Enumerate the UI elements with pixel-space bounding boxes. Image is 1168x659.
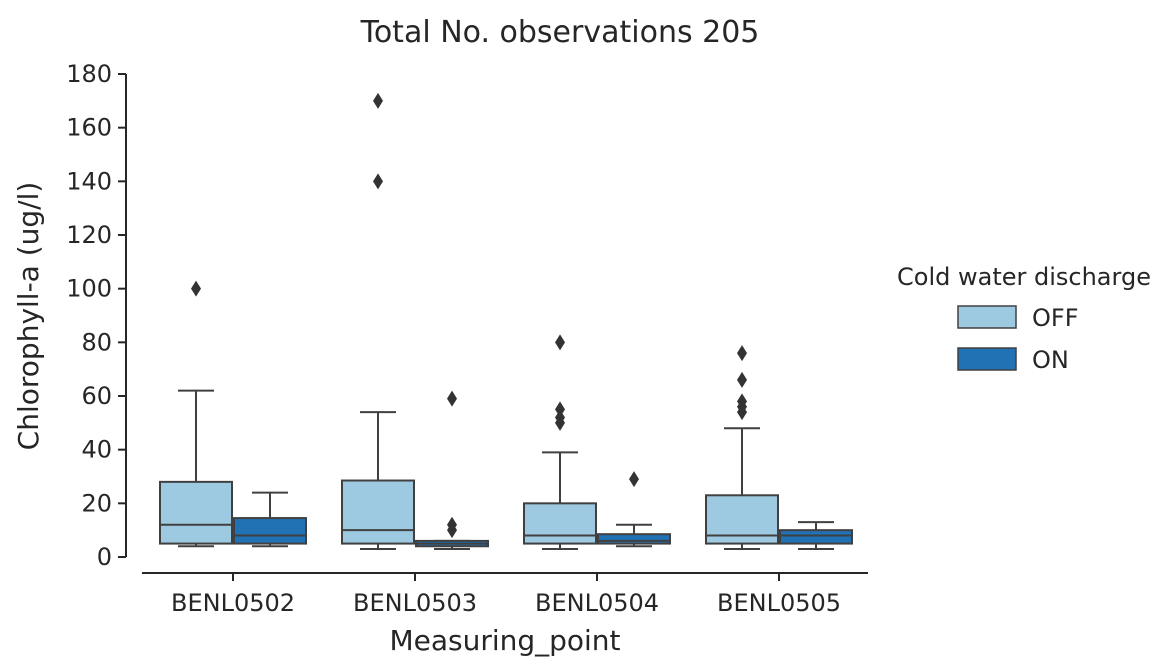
y-tick-label: 60 bbox=[81, 382, 112, 410]
box-off bbox=[159, 280, 233, 548]
outlier-point bbox=[737, 393, 747, 410]
y-tick-label: 40 bbox=[81, 436, 112, 464]
x-axis: BENL0502 BENL0503 BENL0504 BENL0505 bbox=[142, 572, 868, 617]
x-tick-label: BENL0504 bbox=[535, 589, 659, 617]
y-tick-label: 80 bbox=[81, 328, 112, 356]
x-axis-label: Measuring_point bbox=[389, 624, 620, 657]
x-tick-label: BENL0503 bbox=[353, 589, 477, 617]
y-tick-label: 140 bbox=[66, 167, 112, 195]
box-off bbox=[341, 92, 415, 550]
iqr-box bbox=[341, 479, 415, 545]
x-tick-label: BENL0502 bbox=[171, 589, 295, 617]
iqr-box bbox=[779, 529, 853, 545]
outlier-point bbox=[555, 409, 565, 426]
outlier-point bbox=[629, 471, 639, 488]
plot-area bbox=[159, 92, 853, 550]
outlier-point bbox=[373, 173, 383, 190]
y-axis: 0 20 40 60 80 100 120 140 160 180 bbox=[66, 60, 127, 571]
outlier-point bbox=[555, 334, 565, 351]
iqr-box bbox=[233, 517, 307, 545]
legend-swatch-off bbox=[957, 305, 1017, 329]
legend-label-off: OFF bbox=[1032, 304, 1079, 332]
box-on bbox=[233, 491, 307, 548]
chart-title: Total No. observations 205 bbox=[360, 15, 760, 50]
legend: Cold water discharge OFF ON bbox=[897, 263, 1151, 374]
y-tick-label: 160 bbox=[66, 114, 112, 142]
x-tick-label: BENL0505 bbox=[717, 589, 841, 617]
y-axis-label: Chlorophyll-a (ug/l) bbox=[12, 182, 45, 451]
outlier-point bbox=[373, 92, 383, 109]
box-off bbox=[523, 334, 597, 550]
legend-swatch-on bbox=[957, 347, 1017, 371]
box-on bbox=[415, 390, 489, 550]
y-tick-label: 120 bbox=[66, 221, 112, 249]
legend-title: Cold water discharge bbox=[897, 263, 1151, 291]
iqr-box bbox=[159, 480, 233, 545]
outlier-point bbox=[191, 280, 201, 297]
box-off bbox=[705, 345, 779, 550]
outlier-point bbox=[447, 516, 457, 533]
y-tick-label: 20 bbox=[81, 489, 112, 517]
y-tick-label: 100 bbox=[66, 275, 112, 303]
legend-label-on: ON bbox=[1032, 346, 1069, 374]
outlier-point bbox=[555, 401, 565, 418]
outlier-point bbox=[447, 390, 457, 407]
outlier-point bbox=[737, 371, 747, 388]
y-tick-label: 180 bbox=[66, 60, 112, 88]
iqr-box bbox=[523, 502, 597, 545]
box-on bbox=[779, 521, 853, 550]
box-on bbox=[597, 471, 671, 548]
outlier-point bbox=[737, 345, 747, 362]
iqr-box bbox=[597, 533, 671, 545]
y-tick-label: 0 bbox=[97, 543, 112, 571]
